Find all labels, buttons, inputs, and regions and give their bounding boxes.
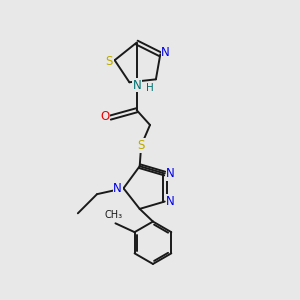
Text: N: N xyxy=(113,182,122,195)
Text: O: O xyxy=(100,110,110,123)
Text: N: N xyxy=(161,46,170,59)
Text: CH₃: CH₃ xyxy=(105,210,123,220)
Text: S: S xyxy=(137,139,145,152)
Text: N: N xyxy=(132,79,141,92)
Text: H: H xyxy=(146,82,154,93)
Text: N: N xyxy=(166,167,175,180)
Text: S: S xyxy=(106,55,113,68)
Text: N: N xyxy=(166,195,175,208)
